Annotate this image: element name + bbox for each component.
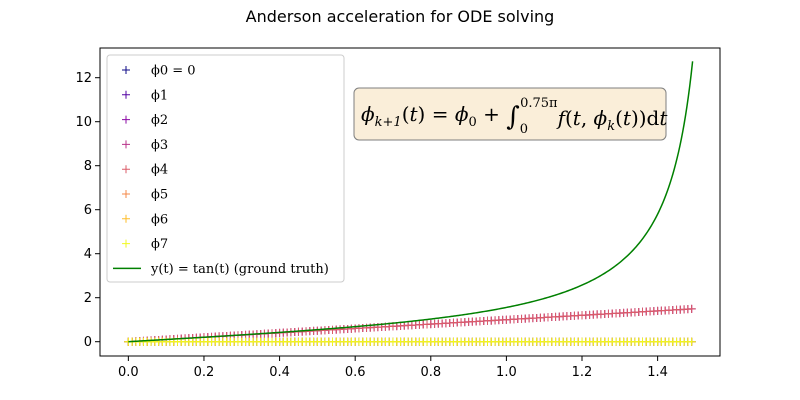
legend-label: y(t) = tan(t) (ground truth) [150, 262, 329, 277]
legend-item: ϕ3 [122, 138, 168, 153]
legend-label: ϕ7 [151, 237, 168, 252]
y-tick-label: 4 [84, 247, 92, 262]
x-tick-label: 0.8 [420, 365, 441, 380]
series-7 [124, 337, 696, 346]
legend-item: ϕ5 [122, 188, 168, 203]
y-tick-label: 0 [84, 335, 92, 350]
y-tick-label: 8 [84, 159, 92, 174]
series-8 [128, 61, 694, 343]
x-tick-label: 0.4 [269, 365, 290, 380]
legend-item: y(t) = tan(t) (ground truth) [113, 262, 329, 277]
legend-marker [122, 214, 130, 223]
legend-item: ϕ4 [122, 163, 168, 178]
legend-label: ϕ5 [151, 188, 168, 203]
legend-item: ϕ7 [122, 237, 168, 252]
legend-label: ϕ1 [151, 88, 168, 103]
x-tick-label: 1.2 [572, 365, 593, 380]
x-tick-label: 1.0 [496, 365, 517, 380]
y-axis-ticks: 0 2 4 6 8 10 12 [75, 71, 100, 350]
legend-marker [122, 140, 130, 149]
y-tick-label: 12 [75, 71, 92, 86]
legend-item: ϕ6 [122, 212, 168, 227]
legend-item: ϕ2 [122, 113, 168, 128]
legend-marker [122, 190, 130, 198]
data-point [687, 337, 696, 346]
legend-label: ϕ3 [151, 138, 168, 153]
legend-marker [122, 66, 130, 74]
data-layer [124, 61, 696, 346]
legend-label: ϕ4 [151, 163, 168, 178]
y-tick-label: 6 [84, 203, 92, 218]
equation-annotation: ϕk+1(t) = ϕ0 + ∫00.75πf(t, ϕk(t))dt [353, 87, 668, 141]
legend-marker [122, 165, 130, 174]
x-tick-label: 1.4 [647, 365, 668, 380]
legend-label: ϕ0 = 0 [151, 64, 196, 79]
legend: ϕ0 = 0 ϕ1 ϕ2 ϕ3 ϕ4 ϕ5 ϕ6 ϕ7 y(t) = tan(t) (groun… [106, 54, 345, 283]
x-tick-label: 0.0 [118, 365, 139, 380]
x-axis-ticks: 0.0 0.2 0.4 0.6 0.8 1.0 1.2 1.4 [118, 356, 668, 380]
legend-marker [122, 90, 130, 99]
y-tick-label: 2 [84, 291, 92, 306]
equation-box [353, 87, 667, 141]
legend-marker [122, 115, 130, 124]
data-point [687, 304, 696, 313]
equation-text: ϕk+1(t) = ϕ0 + ∫00.75πf(t, ϕk(t))dt [361, 96, 668, 137]
legend-label: ϕ2 [151, 113, 168, 128]
ground-truth-line [128, 61, 694, 343]
legend-item: ϕ0 = 0 [122, 64, 196, 79]
x-tick-label: 0.6 [345, 365, 366, 380]
legend-label: ϕ6 [151, 212, 168, 227]
legend-marker [122, 239, 130, 248]
chart-title: Anderson acceleration for ODE solving [246, 7, 555, 26]
y-tick-label: 10 [75, 115, 92, 130]
x-tick-label: 0.2 [194, 365, 215, 380]
legend-item: ϕ1 [122, 88, 168, 103]
legend-frame [106, 54, 345, 283]
